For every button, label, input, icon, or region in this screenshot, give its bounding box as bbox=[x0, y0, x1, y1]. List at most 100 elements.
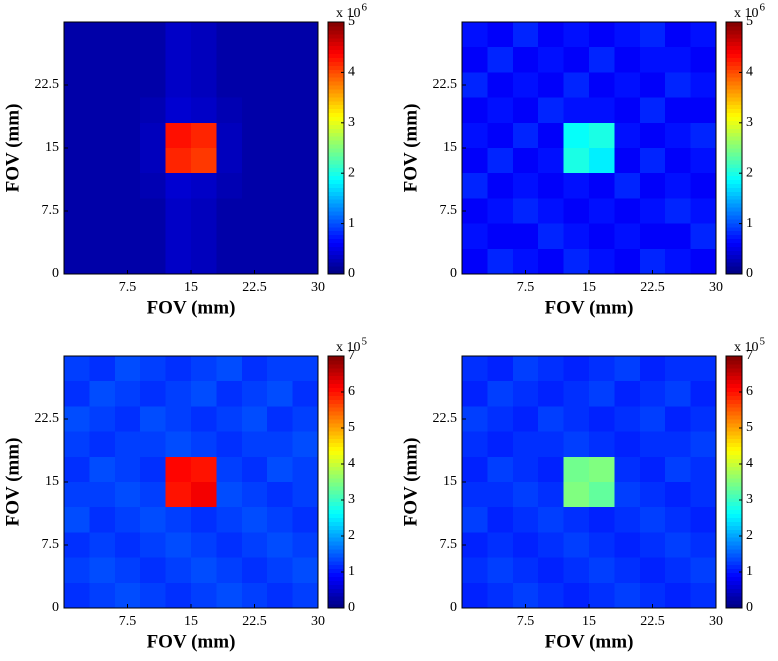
heatmap-cell bbox=[191, 122, 217, 149]
heatmap-cell bbox=[165, 22, 192, 48]
colorbar-step bbox=[726, 187, 742, 192]
colorbar-tick-label: 7 bbox=[348, 348, 355, 363]
heatmap-cell bbox=[64, 148, 90, 174]
heatmap-cell bbox=[538, 22, 565, 48]
colorbar-step bbox=[328, 407, 344, 412]
heatmap-cell bbox=[690, 248, 717, 275]
colorbar-step bbox=[726, 155, 742, 161]
heatmap-cell bbox=[665, 456, 692, 483]
y-axis-label: FOV (mm) bbox=[400, 438, 421, 527]
heatmap-cell bbox=[614, 248, 641, 275]
heatmap-cell bbox=[538, 532, 565, 559]
heatmap-cell bbox=[267, 97, 294, 124]
colorbar-step bbox=[328, 462, 344, 467]
heatmap-cell bbox=[639, 356, 666, 382]
colorbar-step bbox=[328, 442, 344, 448]
heatmap-cell bbox=[165, 122, 192, 149]
colorbar-step bbox=[328, 155, 344, 161]
y-tick-label: 15 bbox=[443, 140, 457, 155]
heatmap-cell bbox=[292, 456, 319, 483]
colorbar-step bbox=[726, 584, 742, 589]
heatmap-cell bbox=[538, 582, 565, 609]
heatmap-cell bbox=[64, 381, 90, 407]
colorbar-step bbox=[726, 419, 742, 424]
heatmap-cell bbox=[665, 582, 692, 609]
colorbar-step bbox=[726, 399, 742, 404]
colorbar-step bbox=[726, 356, 742, 361]
heatmap-cell bbox=[292, 356, 319, 382]
colorbar-step bbox=[328, 112, 344, 117]
heatmap-cell bbox=[639, 22, 666, 48]
colorbar-step bbox=[328, 96, 344, 102]
colorbar-step bbox=[726, 482, 742, 487]
heatmap-cell bbox=[589, 22, 615, 48]
colorbar-step bbox=[328, 163, 344, 169]
heatmap-cell bbox=[64, 198, 90, 225]
heatmap-cell bbox=[114, 148, 141, 174]
heatmap-cell bbox=[639, 557, 666, 584]
heatmap-cell bbox=[165, 72, 192, 99]
colorbar-step bbox=[726, 37, 742, 43]
heatmap-cell bbox=[462, 381, 488, 407]
heatmap-cell bbox=[267, 148, 294, 174]
colorbar-step bbox=[726, 195, 742, 200]
heatmap-cell bbox=[89, 72, 116, 99]
colorbar-step bbox=[726, 489, 742, 495]
heatmap-cell bbox=[563, 582, 590, 609]
heatmap-cell bbox=[639, 72, 666, 99]
heatmap-cell bbox=[89, 223, 116, 250]
heatmap-cell bbox=[241, 381, 268, 407]
y-tick-label: 7.5 bbox=[42, 203, 60, 218]
heatmap-cell bbox=[267, 122, 294, 149]
heatmap-cell bbox=[165, 557, 192, 584]
colorbar-step bbox=[726, 222, 742, 228]
colorbar-step bbox=[328, 434, 344, 440]
colorbar-tick-label: 0 bbox=[746, 600, 753, 615]
heatmap-cell bbox=[241, 22, 268, 48]
heatmap-cell bbox=[462, 507, 488, 533]
heatmap-cell bbox=[191, 148, 217, 174]
colorbar-step bbox=[726, 454, 742, 459]
heatmap-cell bbox=[639, 532, 666, 559]
colorbar-step bbox=[328, 580, 344, 585]
y-tick-label: 22.5 bbox=[35, 77, 60, 92]
heatmap-cell bbox=[140, 557, 167, 584]
colorbar-step bbox=[328, 104, 344, 110]
colorbar-step bbox=[328, 458, 344, 463]
x-tick-label: 22.5 bbox=[242, 280, 267, 295]
colorbar-step bbox=[328, 159, 344, 165]
colorbar-step bbox=[328, 497, 344, 503]
colorbar-step bbox=[328, 505, 344, 511]
heatmap-cell bbox=[292, 507, 319, 533]
colorbar-tick-label: 1 bbox=[348, 564, 355, 579]
heatmap-cell bbox=[165, 456, 192, 483]
colorbar-step bbox=[726, 430, 742, 436]
heatmap-cell bbox=[614, 356, 641, 382]
colorbar-step bbox=[726, 258, 742, 263]
colorbar-step bbox=[328, 466, 344, 471]
colorbar-step bbox=[328, 596, 344, 601]
heatmap-cell bbox=[639, 173, 666, 199]
heatmap-cell bbox=[538, 381, 565, 407]
heatmap-cell bbox=[292, 198, 319, 225]
colorbar-step bbox=[328, 367, 344, 373]
heatmap-cell bbox=[462, 148, 488, 174]
heatmap-cell bbox=[89, 173, 116, 199]
heatmap-cell bbox=[64, 431, 90, 458]
colorbar-step bbox=[726, 266, 742, 271]
heatmap-cell bbox=[114, 507, 141, 533]
heatmap-cell bbox=[241, 482, 268, 508]
heatmap-cell bbox=[487, 148, 514, 174]
colorbar-step bbox=[328, 485, 344, 491]
heatmap-cell bbox=[165, 223, 192, 250]
heatmap-cell bbox=[292, 381, 319, 407]
heatmap-cell bbox=[267, 173, 294, 199]
colorbar-step bbox=[328, 387, 344, 392]
colorbar-step bbox=[726, 521, 742, 526]
colorbar-step bbox=[328, 132, 344, 137]
heatmap-cell bbox=[89, 557, 116, 584]
heatmap-cell bbox=[487, 122, 514, 149]
heatmap-cell bbox=[690, 406, 717, 433]
colorbar-step bbox=[328, 521, 344, 526]
heatmap-cell bbox=[563, 248, 590, 275]
